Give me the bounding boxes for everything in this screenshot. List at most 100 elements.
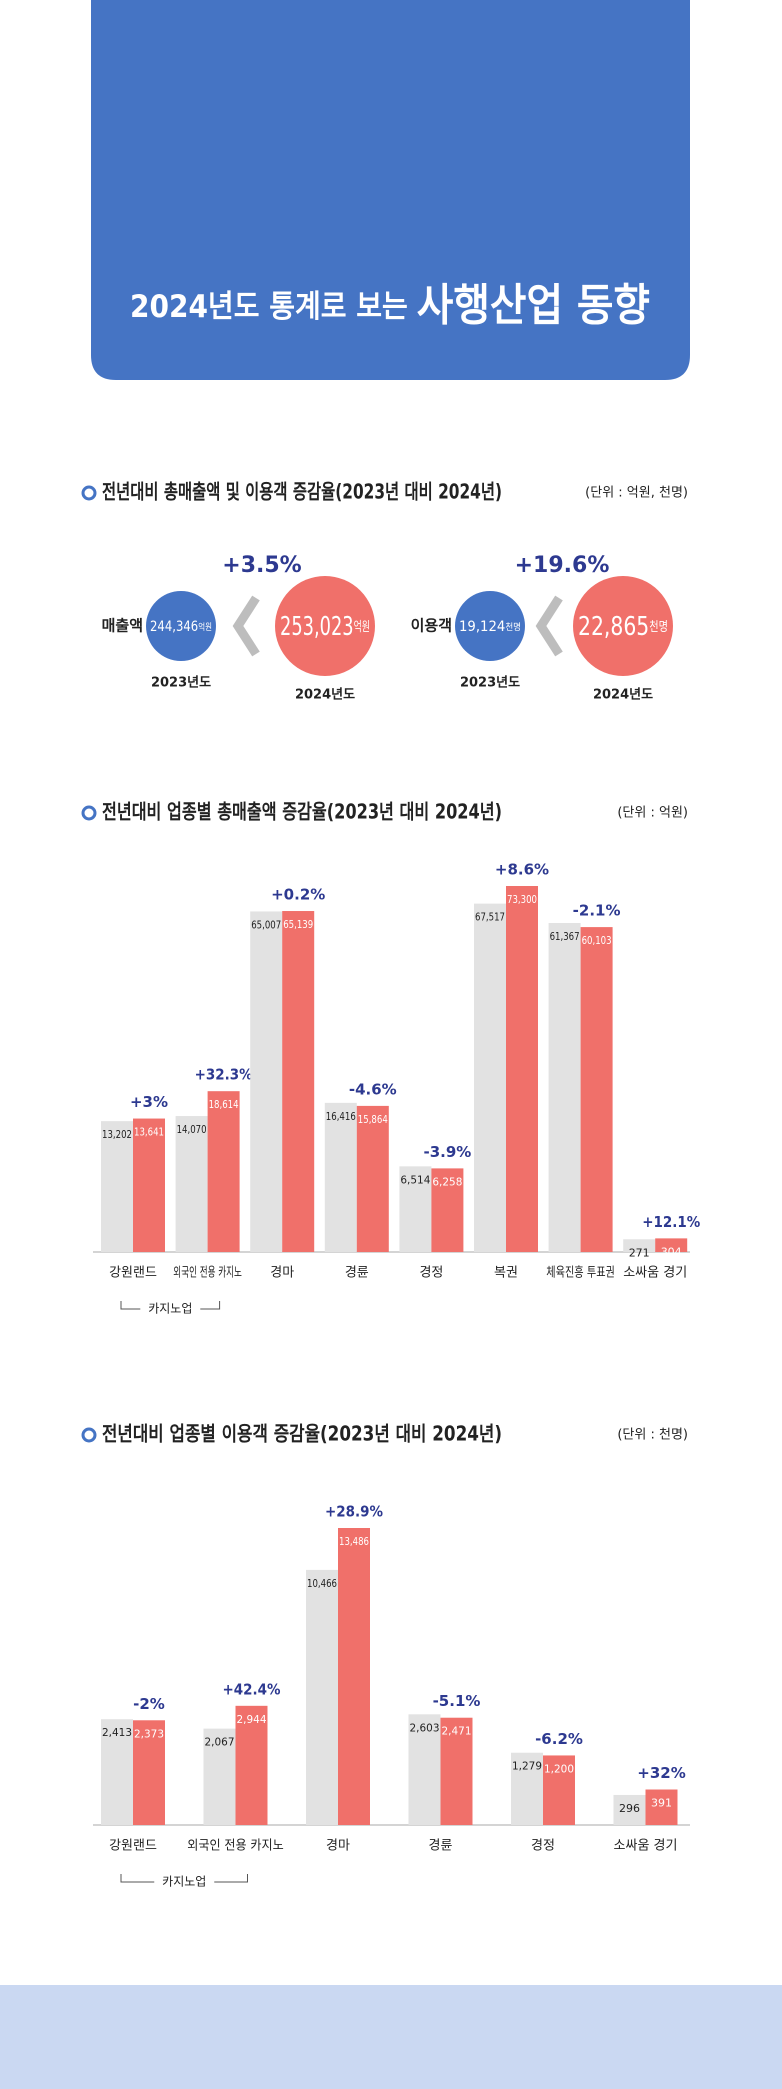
change-label: +3.5% [222, 553, 301, 578]
unit: 억원 [354, 620, 370, 635]
before-circle [455, 591, 525, 661]
unit: 천명 [505, 622, 521, 633]
category-label: 경정 [531, 1839, 555, 1854]
value-label: 67,517 [475, 911, 505, 924]
change-label: +0.2% [271, 886, 325, 904]
value-label: 60,103 [582, 934, 612, 947]
bar [235, 1705, 268, 1825]
chevron [232, 595, 260, 657]
value-label: 391 [651, 1797, 672, 1810]
value: 22,865 [578, 612, 649, 642]
group-bracket [120, 1874, 155, 1883]
category-label: 경마 [270, 1266, 294, 1281]
bar [511, 1752, 543, 1825]
heading-marker [81, 485, 97, 501]
bar [543, 1755, 575, 1825]
value-label: 73,300 [507, 893, 537, 906]
chevron [535, 595, 563, 657]
title-lead: 2024년도 통계로 보는 [130, 289, 408, 325]
bar [645, 1789, 678, 1825]
bar [324, 1102, 357, 1252]
category-label: 외국인 전용 카지노 [187, 1839, 284, 1854]
change-label: +19.6% [515, 553, 610, 578]
unit-label: (단위 : 억원, 천명) [585, 486, 688, 501]
value-label: 304 [661, 1245, 682, 1258]
unit: 억원 [198, 621, 212, 633]
year-label: 2024년도 [295, 688, 355, 703]
metric-label: 이용객 [411, 617, 452, 635]
category-label: 경마 [326, 1839, 350, 1854]
category-label: 경륜 [345, 1266, 369, 1281]
change-label: -2% [133, 1695, 165, 1713]
change-label: +32.3% [195, 1066, 253, 1084]
value-label: 13,202 [102, 1128, 132, 1141]
bar [506, 886, 538, 1252]
value-label: 2,067 [205, 1736, 235, 1749]
after-value: 22,865천명 [578, 612, 668, 642]
category-label: 경륜 [429, 1839, 453, 1854]
bar [356, 1105, 389, 1252]
value-label: 6,258 [432, 1175, 462, 1188]
value-label: 296 [619, 1802, 640, 1815]
heading-marker [81, 805, 97, 821]
bar [203, 1728, 236, 1825]
value-label: 271 [629, 1246, 650, 1259]
category-label: 경정 [419, 1266, 443, 1281]
value-label: 2,944 [237, 1713, 267, 1726]
page-title: 2024년도 통계로 보는사행산업 동향 [130, 280, 650, 331]
section-title: 전년대비 총매출액 및 이용객 증감율(2023년 대비 2024년) [102, 480, 502, 504]
change-label: +42.4% [223, 1680, 281, 1698]
bar [282, 911, 315, 1252]
group-label: 카지노업 [148, 1302, 192, 1316]
unit-label: (단위 : 천명) [617, 1428, 688, 1443]
year-label: 2023년도 [460, 676, 520, 691]
bar [474, 903, 506, 1252]
change-label: -6.2% [535, 1730, 583, 1748]
value-label: 2,413 [102, 1726, 132, 1739]
bar [399, 1166, 432, 1252]
year-label: 2024년도 [593, 688, 653, 703]
value-label: 13,641 [134, 1126, 164, 1139]
after-value: 253,023억원 [280, 612, 370, 642]
unit: 천명 [649, 620, 668, 635]
after-circle [275, 576, 375, 676]
year-label: 2023년도 [151, 676, 211, 691]
group-bracket [200, 1301, 221, 1310]
group-bracket [120, 1301, 141, 1310]
section-title: 전년대비 업종별 이용객 증감율(2023년 대비 2024년) [102, 1422, 502, 1446]
category-label: 외국인 전용 카지노 [173, 1266, 242, 1281]
change-label: +32% [637, 1764, 685, 1782]
value: 19,124 [459, 619, 505, 635]
category-label: 강원랜드 [109, 1839, 157, 1854]
bar [101, 1121, 133, 1252]
value-label: 61,367 [550, 930, 580, 943]
section-title: 전년대비 업종별 총매출액 증감율(2023년 대비 2024년) [102, 800, 502, 824]
value-label: 1,279 [512, 1760, 542, 1773]
bar [306, 1569, 338, 1825]
category-label: 강원랜드 [109, 1266, 157, 1281]
value-label: 6,514 [400, 1173, 430, 1186]
value-label: 18,614 [209, 1098, 239, 1111]
group-bracket [214, 1874, 248, 1883]
bar [101, 1719, 133, 1825]
bar [207, 1091, 240, 1252]
before-value: 19,124천명 [459, 619, 521, 635]
bar [133, 1720, 165, 1825]
value-label: 1,200 [544, 1762, 574, 1775]
title-main: 사행산업 동향 [417, 280, 650, 331]
bar [250, 911, 283, 1252]
before-value: 244,346억원 [150, 619, 212, 635]
value-label: 13,486 [339, 1535, 369, 1548]
change-label: -5.1% [433, 1692, 481, 1710]
category-label: 소싸움 경기 [623, 1266, 687, 1281]
value: 244,346 [150, 619, 198, 635]
category-label: 소싸움 경기 [614, 1839, 678, 1854]
category-label: 복권 [494, 1266, 518, 1281]
value-label: 65,139 [283, 918, 313, 931]
bar [655, 1238, 688, 1252]
value-label: 2,373 [134, 1727, 164, 1740]
bar [133, 1118, 165, 1252]
value-label: 10,466 [307, 1577, 337, 1590]
category-label: 체육진흥 투표권 [546, 1266, 615, 1281]
change-label: +8.6% [495, 861, 549, 879]
